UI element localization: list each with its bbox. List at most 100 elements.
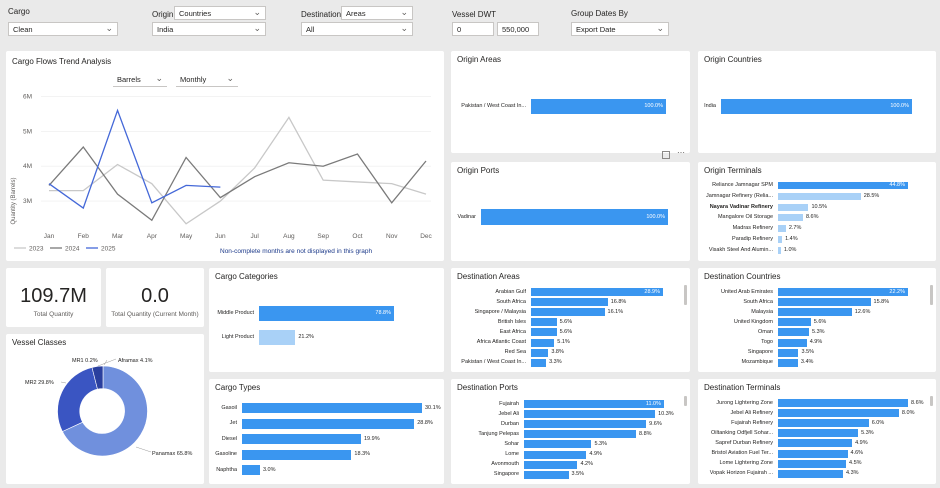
x-tick-label: Apr: [147, 233, 158, 240]
origin-type-value: Countries: [179, 9, 212, 18]
bar[interactable]: [531, 99, 666, 114]
destination-countries-scrollbar[interactable]: [930, 285, 933, 305]
bar[interactable]: [481, 209, 668, 225]
bar[interactable]: [778, 338, 807, 347]
destination-areas-scrollbar[interactable]: [684, 285, 687, 305]
label-aframax: Aframax 4.1%: [118, 358, 153, 364]
donut-slice-mr2[interactable]: [57, 367, 98, 432]
destination-terminals-scrollbar[interactable]: [930, 396, 933, 406]
y-tick-label: 6M: [23, 93, 32, 100]
origin-ports-title: Origin Ports: [457, 166, 500, 175]
bar-value: 16.1%: [607, 308, 624, 315]
bar[interactable]: [778, 192, 861, 200]
bar-label: Red Sea: [504, 349, 526, 356]
donut-slice-panamax[interactable]: [61, 365, 148, 457]
unit-value: Barrels: [117, 75, 141, 84]
group-dates-dropdown[interactable]: Export Date ⌄: [571, 22, 669, 36]
bar[interactable]: [531, 348, 549, 357]
bar[interactable]: [531, 338, 555, 347]
bar[interactable]: [778, 449, 848, 458]
bar[interactable]: [721, 99, 912, 114]
bar-label: South Africa: [496, 298, 526, 305]
bar-label: Oman: [758, 328, 773, 335]
bar[interactable]: [778, 298, 871, 307]
bar[interactable]: [531, 288, 663, 296]
bar[interactable]: [778, 288, 908, 296]
kpi-total-quantity-label: Total Quantity: [33, 311, 74, 318]
bar[interactable]: [778, 318, 811, 327]
bar[interactable]: [531, 308, 605, 317]
bar[interactable]: [524, 400, 664, 408]
bar[interactable]: [531, 358, 547, 367]
bar[interactable]: [242, 465, 260, 475]
bar[interactable]: [778, 358, 798, 367]
bar-value: 28.8%: [417, 420, 433, 426]
bar[interactable]: [778, 328, 810, 337]
donut-slice-aframax[interactable]: [91, 365, 104, 390]
bar[interactable]: [524, 420, 647, 429]
unit-dropdown[interactable]: Barrels ⌄: [113, 73, 167, 87]
y-axis-title: Quantity (Barrels): [11, 177, 17, 224]
bar[interactable]: [531, 318, 557, 327]
bar[interactable]: [531, 328, 557, 337]
bar-label: Lome Lightering Zone: [719, 460, 773, 467]
bar-label: Jurong Lightering Zone: [716, 399, 773, 406]
destination-ports-scrollbar[interactable]: [684, 396, 687, 406]
x-tick-label: Sep: [317, 233, 329, 240]
bar[interactable]: [524, 470, 569, 479]
period-dropdown[interactable]: Monthly ⌄: [176, 73, 238, 87]
bar[interactable]: [524, 430, 636, 439]
bar[interactable]: [524, 450, 587, 459]
bar-label: Durban: [500, 420, 519, 427]
bar[interactable]: [778, 214, 803, 222]
bar[interactable]: [242, 449, 352, 460]
bar[interactable]: [778, 399, 908, 407]
bar[interactable]: [242, 418, 415, 429]
legend-label-2023: 2023: [29, 246, 44, 253]
bar[interactable]: [778, 419, 869, 428]
more-options-icon[interactable]: ⋯: [677, 148, 685, 157]
focus-mode-icon[interactable]: [662, 151, 670, 159]
bar[interactable]: [778, 429, 859, 438]
bar-label: Jebel Ali: [498, 410, 520, 417]
bar[interactable]: [242, 434, 361, 444]
bar[interactable]: [778, 409, 899, 418]
bar[interactable]: [524, 410, 656, 419]
bar-value: 10.5%: [811, 203, 828, 210]
bar-value: 4.6%: [850, 450, 864, 456]
bar[interactable]: [259, 306, 394, 321]
origin-value-dropdown[interactable]: India ⌄: [152, 22, 266, 36]
bar[interactable]: [778, 459, 847, 468]
label-line-mr1: [103, 359, 108, 366]
vessel-classes-title: Vessel Classes: [12, 338, 67, 347]
cargo-dropdown[interactable]: Clean ⌄: [8, 22, 118, 36]
origin-type-dropdown[interactable]: Countries ⌄: [174, 6, 266, 20]
bar[interactable]: [778, 236, 783, 243]
bar[interactable]: [778, 348, 799, 357]
bar[interactable]: [778, 246, 781, 254]
bar-label: Fujairah: [499, 400, 519, 407]
label-line-panamax: [135, 446, 152, 453]
vessel-dwt-max-input[interactable]: 550,000: [497, 22, 539, 36]
destination-type-dropdown[interactable]: Areas ⌄: [341, 6, 413, 20]
bar[interactable]: [778, 225, 786, 233]
bar[interactable]: [778, 469, 843, 478]
bar[interactable]: [524, 440, 592, 449]
destination-filter-label: Destination: [301, 10, 342, 19]
bar[interactable]: [259, 330, 296, 345]
bar[interactable]: [242, 403, 422, 413]
bar[interactable]: [778, 203, 809, 211]
bar[interactable]: [778, 439, 853, 448]
bar-value: 18.3%: [354, 451, 371, 457]
x-tick-label: Aug: [283, 233, 295, 240]
destination-value-dropdown[interactable]: All ⌄: [301, 22, 413, 36]
bar[interactable]: [531, 298, 608, 307]
vessel-dwt-min-input[interactable]: 0: [452, 22, 494, 36]
bar-label: United Kingdom: [733, 318, 773, 325]
bar-label: Sapref Durban Refinery: [715, 439, 773, 446]
kpi-total-quantity-value: 109.7M: [20, 285, 87, 307]
bar[interactable]: [524, 460, 578, 469]
bar[interactable]: [778, 308, 852, 317]
bar-value: 19.9%: [364, 435, 380, 442]
bar[interactable]: [778, 182, 908, 189]
